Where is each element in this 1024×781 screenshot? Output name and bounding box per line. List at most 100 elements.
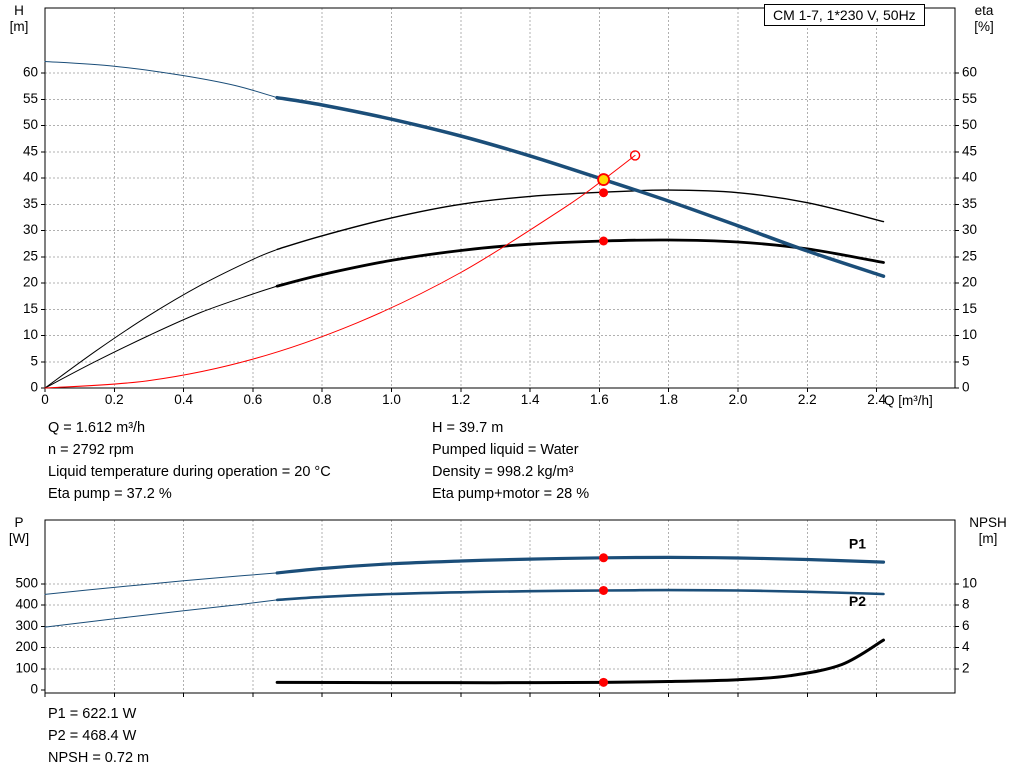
duty-details-right: H = 39.7 m Pumped liquid = Water Density… [432,417,589,505]
curve-p1-curve [275,555,886,575]
x-tick-label: 0.8 [313,392,332,407]
y-right-tick-label: 10 [962,327,977,342]
y-left-tick-label: 500 [15,575,38,590]
x-tick-label: 2.0 [729,392,748,407]
y-left-tick-label: 55 [23,91,38,106]
power-npsh-chart: 0 100 200 300 400 500 2 4 6 8 10 P1 P2 [15,519,977,697]
npsh-point [599,677,609,687]
x-tick-label: 2.2 [798,392,817,407]
curve-pump-curve [275,95,886,278]
curve-p2-curve [275,588,885,602]
plot-border [44,7,956,389]
detail-p2: P2 = 468.4 W [48,728,137,744]
detail-head: H = 39.7 m [432,420,504,436]
npsh-axis-unit: [m] [978,531,998,546]
y-right-tick-label: 5 [962,353,970,368]
detail-npsh: NPSH = 0.72 m [48,750,150,766]
pump-model-box: CM 1-7, 1*230 V, 50Hz [764,4,925,26]
x-tick-label: 0.4 [174,392,193,407]
head-axis-title: H [m] [0,3,38,35]
x-tick-label: 1.6 [590,392,609,407]
plot-border [44,519,956,694]
inplot-label-p1: P1 [849,536,866,552]
power-axis-title: P [W] [0,515,38,547]
y-right-tick-label: 10 [962,575,977,590]
y-right-tick-label: 20 [962,275,977,290]
curve-eta-pump-motor-extension [44,285,278,389]
y-right-tick-label: 0 [962,380,970,395]
detail-q: Q = 1.612 m³/h [48,420,146,436]
eta-axis-title: eta [%] [958,3,1010,35]
inplot-label-p2: P2 [849,593,866,609]
y-left-tick-label: 45 [23,143,38,158]
y-left-tick-label: 10 [23,327,38,342]
detail-liquid: Pumped liquid = Water [432,442,579,458]
x-tick-label: 1.8 [659,392,678,407]
y-right-tick-label: 50 [962,117,977,132]
duty-details-left: Q = 1.612 m³/h n = 2792 rpm Liquid tempe… [48,417,331,505]
y-right-tick-label: 15 [962,301,977,316]
y-right-tick-label: 40 [962,170,977,185]
curve-eta-pump-motor-curve [275,238,885,288]
x-tick-label: 1.4 [521,392,540,407]
y-left-tick-label: 25 [23,248,38,263]
y-left-tick-label: 100 [15,660,38,675]
detail-density: Density = 998.2 kg/m³ [432,464,574,480]
eta-pump-point [599,188,609,198]
curve-p1-extension [44,572,278,595]
y-right-tick-label: 25 [962,248,977,263]
y-left-tick-label: 300 [15,618,38,633]
x-tick-label: 0 [41,392,49,407]
x-tick-label: 0.2 [105,392,124,407]
y-right-tick-label: 45 [962,143,977,158]
system-curve-end-marker [629,150,641,161]
duty-point [597,173,610,186]
detail-temperature: Liquid temperature during operation = 20… [48,464,331,480]
y-left-tick-label: 50 [23,117,38,132]
curve-eta-pump-extension [44,248,278,389]
detail-eta-pump-motor: Eta pump+motor = 28 % [432,486,590,502]
hq-chart: 0 5 10 15 20 25 30 35 40 45 50 55 60 0 5 10 15 20 25 30 35 40… [23,7,977,407]
x-tick-label: 1.0 [382,392,401,407]
y-left-tick-label: 40 [23,170,38,185]
y-right-tick-label: 60 [962,65,977,80]
curve-pump-curve-extension [44,60,278,99]
q-axis-label: Q [m³/h] [884,393,933,408]
p2-point [599,585,609,595]
power-axis-name: P [14,515,24,530]
y-right-tick-label: 55 [962,91,977,106]
npsh-axis-name: NPSH [969,515,1007,530]
detail-p1: P1 = 622.1 W [48,706,137,722]
y-left-tick-label: 20 [23,275,38,290]
y-left-tick-label: 60 [23,65,38,80]
y-left-tick-label: 200 [15,639,38,654]
power-axis-unit: [W] [8,531,30,546]
p1-point [599,553,609,563]
eta-axis-name: eta [974,3,994,18]
eta-axis-unit: [%] [974,19,994,34]
y-left-tick-label: 0 [30,380,38,395]
x-tick-label: 0.6 [244,392,263,407]
y-left-tick-label: 0 [30,682,38,697]
power-details: P1 = 622.1 W P2 = 468.4 W NPSH = 0.72 m [48,703,149,769]
y-left-tick-label: 30 [23,222,38,237]
pump-model-label: CM 1-7, 1*230 V, 50Hz [773,7,916,23]
head-axis-unit: [m] [9,19,29,34]
y-right-tick-label: 6 [962,618,970,633]
y-right-tick-label: 4 [962,639,970,654]
y-left-tick-label: 400 [15,597,38,612]
x-tick-label: 2.4 [867,392,886,407]
detail-eta-pump: Eta pump = 37.2 % [48,486,172,502]
curve-p2-extension [44,599,278,628]
y-left-tick-label: 35 [23,196,38,211]
curve-system-curve [44,154,636,389]
y-right-tick-label: 2 [962,660,970,675]
curve-npsh-curve [275,638,885,685]
y-left-tick-label: 5 [30,353,38,368]
eta-pump-motor-point [599,236,609,246]
x-tick-label: 1.2 [451,392,470,407]
curve-eta-pump-curve [276,189,885,251]
y-right-tick-label: 8 [962,597,970,612]
